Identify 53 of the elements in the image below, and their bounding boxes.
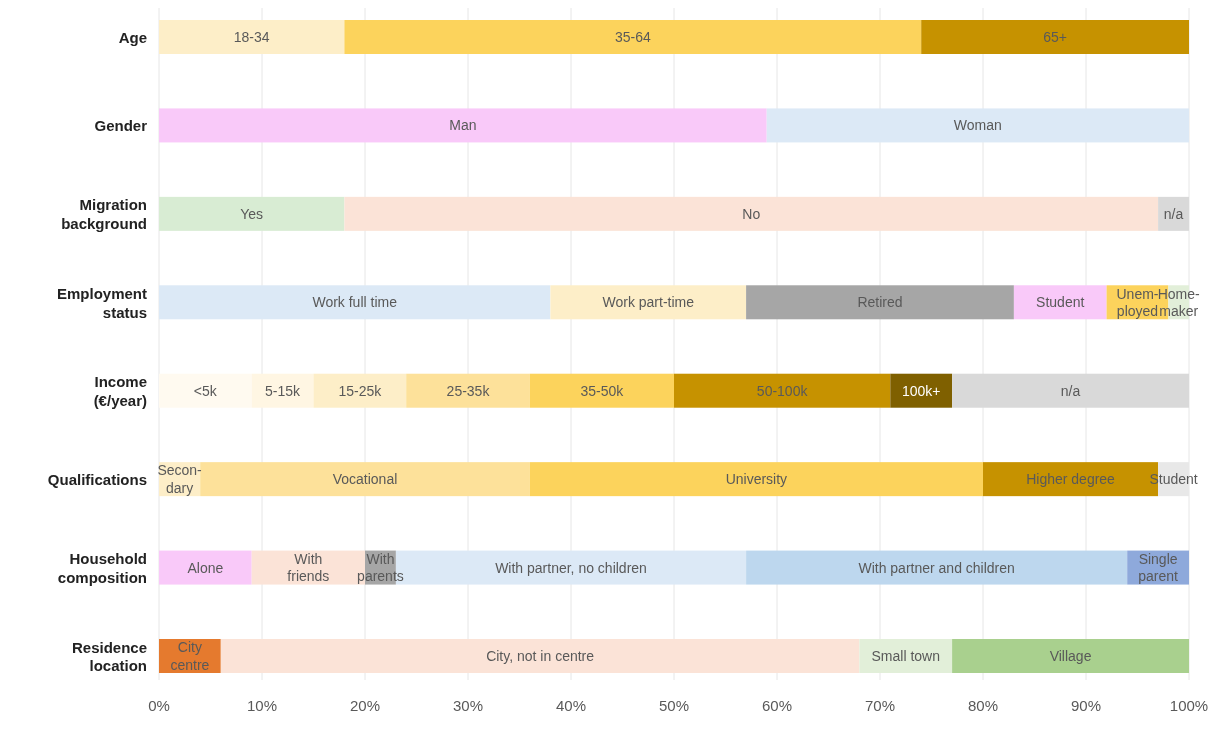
series-label: Work part-time — [602, 294, 695, 311]
series-label: Small town — [871, 648, 940, 664]
series-label: Secon- dary — [157, 462, 203, 496]
series-label: 35-50k — [580, 382, 625, 399]
series-label: Student — [1036, 294, 1085, 311]
series-label: 25-35k — [446, 382, 491, 399]
series-label: With partner, no children — [495, 559, 647, 576]
x-tick-label: 100% — [1169, 696, 1209, 714]
series-label: City centre — [170, 639, 210, 673]
series-label: Alone — [187, 559, 224, 576]
series-label: n/a — [1060, 382, 1081, 399]
y-tick-label: Household composition — [57, 549, 147, 586]
y-tick-label: Age — [118, 28, 147, 46]
x-tick-label: 10% — [246, 696, 278, 714]
series-label: 50-100k — [756, 382, 809, 399]
series-label: 15-25k — [338, 382, 383, 399]
y-tick-label: Income (€/year) — [93, 372, 147, 409]
x-tick-label: 90% — [1070, 696, 1102, 714]
series-label: 35-64 — [614, 29, 651, 45]
series-label: With partner and children — [858, 559, 1015, 576]
series-label: Vocational — [332, 471, 398, 488]
x-tick-label: 30% — [452, 696, 484, 714]
series-label: University — [725, 471, 788, 488]
series-label: Higher degree — [1026, 471, 1116, 488]
x-tick-label: 60% — [761, 696, 793, 714]
x-tick-label: 40% — [555, 696, 587, 714]
y-tick-label: Qualifications — [47, 470, 147, 488]
series-label: Village — [1049, 648, 1092, 664]
x-tick-label: 50% — [658, 696, 690, 714]
series-label: n/a — [1163, 205, 1184, 222]
x-tick-label: 70% — [864, 696, 896, 714]
series-label: 5-15k — [265, 382, 302, 399]
series-label: Work full time — [312, 294, 398, 311]
series-label: 65+ — [1043, 29, 1067, 45]
series-label: Man — [449, 117, 477, 134]
x-tick-label: 0% — [148, 696, 170, 714]
series-label: Single parent — [1138, 550, 1179, 585]
series-label: <5k — [193, 382, 218, 399]
series-label: Unem- ployed — [1116, 285, 1159, 320]
series-label: With friends — [287, 550, 330, 585]
x-tick-label: 80% — [967, 696, 999, 714]
y-tick-label: Residence location — [71, 638, 147, 674]
y-tick-label: Gender — [94, 116, 148, 134]
x-tick-label: 20% — [349, 696, 381, 714]
y-tick-label: Employment status — [56, 284, 147, 321]
y-tick-label: Migration background — [61, 195, 147, 232]
series-label: No — [742, 205, 761, 222]
series-label: 100k+ — [901, 382, 941, 399]
series-label: Retired — [857, 294, 903, 311]
series-label: City, not in centre — [486, 648, 595, 664]
series-label: Woman — [953, 117, 1002, 134]
series-label: Yes — [240, 205, 264, 222]
series-label: 18-34 — [233, 29, 270, 45]
